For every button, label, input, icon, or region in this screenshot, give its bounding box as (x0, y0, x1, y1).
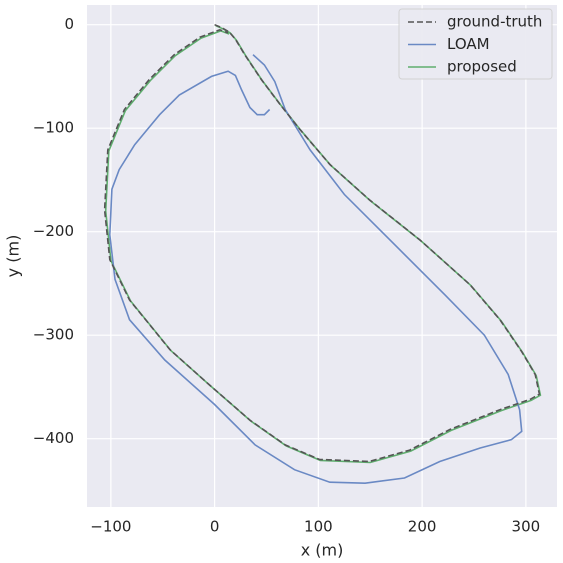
legend: ground-truth LOAM proposed (398, 8, 553, 80)
grid (87, 5, 557, 507)
x-tick-label: 200 (408, 518, 437, 536)
y-tick-label: −300 (33, 326, 74, 344)
plot-area (87, 5, 557, 507)
legend-label: proposed (447, 58, 517, 76)
ticks: −100 0 100 200 300 0 −100 −200 −300 −400 (33, 15, 540, 535)
x-tick-label: 100 (304, 518, 333, 536)
lines (103, 23, 542, 485)
y-tick-label: 0 (64, 15, 74, 33)
x-tick-label: −100 (90, 518, 131, 536)
legend-label: ground-truth (447, 13, 542, 31)
legend-box (398, 8, 553, 80)
x-tick-label: 300 (512, 518, 541, 536)
x-axis-label: x (m) (301, 541, 344, 560)
y-tick-label: −200 (33, 222, 74, 240)
x-tick-label: 0 (210, 518, 220, 536)
trajectory-line (103, 23, 541, 463)
trajectory-line (108, 54, 523, 485)
y-tick-label: −100 (33, 119, 74, 137)
y-axis-label: y (m) (4, 235, 23, 278)
y-tick-label: −400 (33, 429, 74, 447)
legend-label: LOAM (447, 35, 490, 53)
